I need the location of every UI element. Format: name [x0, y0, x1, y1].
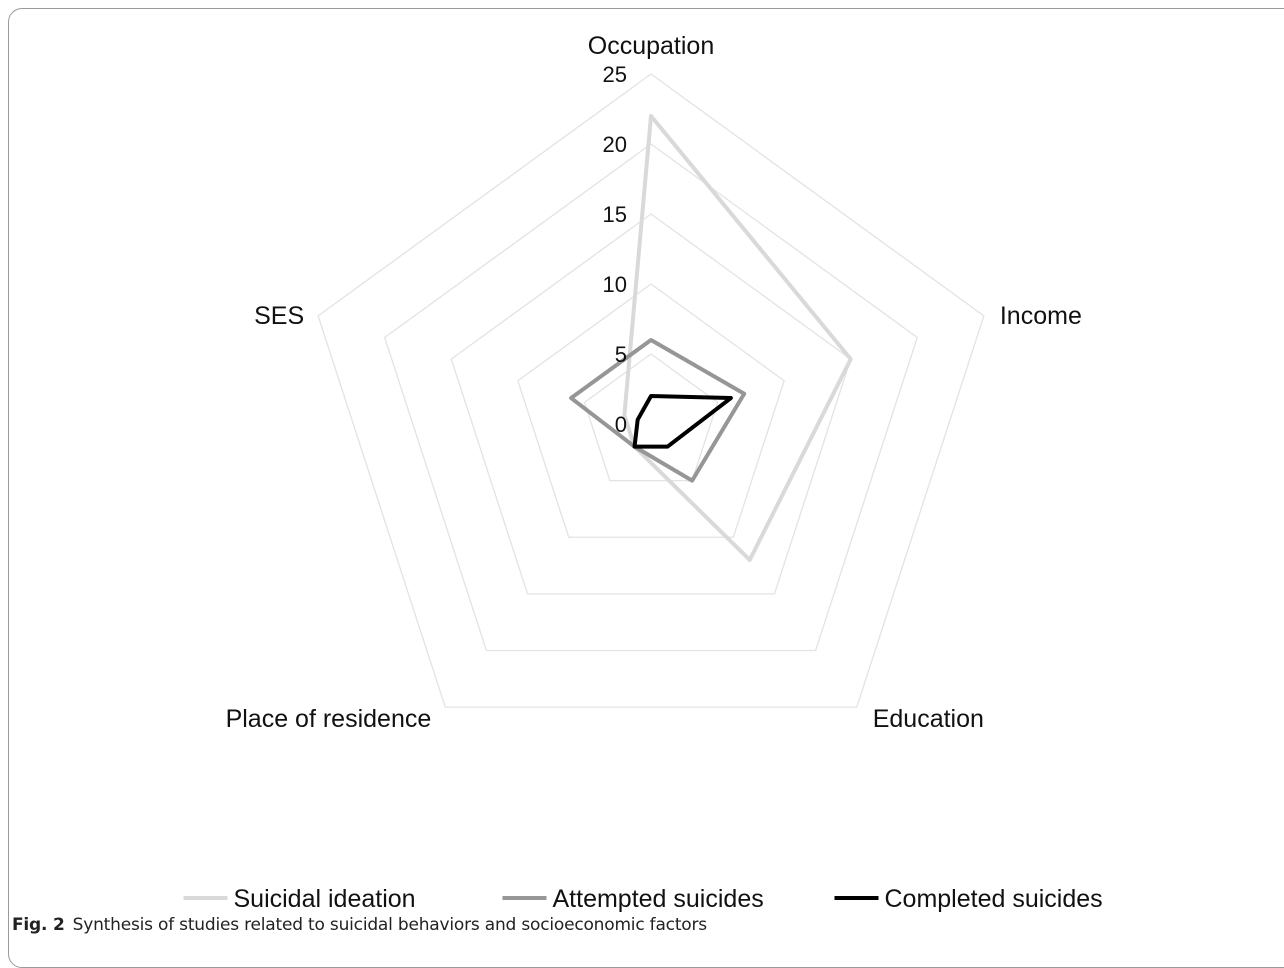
axis-label-education: Education	[873, 705, 984, 733]
axis-label-ses: SES	[254, 302, 304, 330]
caption-text: Synthesis of studies related to suicidal…	[72, 915, 708, 935]
series-suicidal-ideation	[622, 114, 853, 562]
figure-caption: Fig. 2 Synthesis of studies related to su…	[12, 915, 707, 935]
series-completed-suicides	[632, 394, 733, 449]
series-attempted-suicides	[569, 338, 747, 483]
legend-label-suicidal-ideation: Suicidal ideation	[234, 885, 416, 913]
chart-legend: Suicidal ideation Attempted suicides Compl…	[183, 885, 1103, 913]
grid-ring-5	[583, 353, 719, 482]
grid-ring-15	[450, 213, 852, 595]
tick-label-10: 10	[603, 272, 627, 297]
tick-label-5: 5	[615, 342, 627, 367]
legend-label-attempted-suicides: Attempted suicides	[553, 885, 764, 913]
tick-label-0: 0	[615, 412, 627, 437]
axis-label-income: Income	[1000, 302, 1082, 330]
axis-label-occupation: Occupation	[588, 32, 714, 60]
grid-ring-10	[517, 283, 785, 538]
tick-label-20: 20	[603, 132, 627, 157]
legend-label-completed-suicides: Completed suicides	[885, 885, 1103, 913]
axis-label-place-of-residence: Place of residence	[226, 705, 432, 733]
radar-tick-labels: 0 5 10 15 20 25	[603, 62, 627, 437]
caption-label: Fig. 2	[12, 915, 65, 935]
grid-ring-25	[317, 73, 985, 708]
radar-series	[569, 114, 853, 562]
radar-axis-labels: Occupation Income Education Place of reside…	[226, 32, 1082, 733]
grid-ring-20	[383, 143, 919, 652]
tick-label-15: 15	[603, 202, 627, 227]
radar-grid	[317, 73, 985, 708]
tick-label-25: 25	[603, 62, 627, 87]
